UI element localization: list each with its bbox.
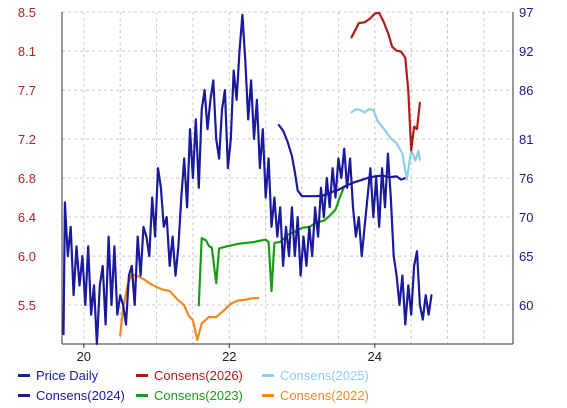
legend-swatch (262, 374, 274, 377)
legend-label: Price Daily (36, 368, 99, 383)
legend-swatch (136, 374, 148, 377)
right-tick-label: 76 (519, 171, 533, 186)
left-tick-label: 6.4 (18, 210, 36, 225)
legend-swatch (262, 394, 274, 397)
legend-item: Consens(2026) (136, 368, 243, 383)
legend-item: Price Daily (18, 368, 98, 383)
x-tick-label: 22 (222, 349, 236, 362)
x-tick-label: 20 (77, 349, 91, 362)
series-line-consens-2026 (350, 11, 421, 152)
legend-label: Consens(2024) (36, 388, 125, 403)
legend-item: Consens(2025) (262, 368, 369, 383)
plot-svg: 8.5 97 8.1 92 7.7 86 7.2 81 6.8 76 6.4 70 6.0 65 5.5 60… (18, 5, 534, 362)
legend-item: Consens(2023) (136, 388, 243, 403)
legend: Price Daily Consens(2026) Consens(2025) Con… (0, 364, 567, 408)
right-tick-label: 86 (519, 83, 533, 98)
right-tick-label: 60 (519, 298, 533, 313)
left-tick-label: 6.0 (18, 249, 36, 264)
legend-label: Consens(2026) (154, 368, 243, 383)
legend-label: Consens(2023) (154, 388, 243, 403)
legend-label: Consens(2025) (280, 368, 369, 383)
legend-label: Consens(2022) (280, 388, 369, 403)
left-tick-label: 7.7 (18, 83, 36, 98)
series-line-consens-2025 (350, 108, 421, 181)
series-line-consens-2023 (197, 185, 346, 307)
legend-item: Consens(2022) (262, 388, 369, 403)
left-tick-label: 5.5 (18, 298, 36, 313)
legend-swatch (136, 394, 148, 397)
right-tick-label: 65 (519, 249, 533, 264)
series-line-price-daily (62, 13, 433, 346)
right-tick-label: 70 (519, 210, 533, 225)
left-tick-label: 8.5 (18, 5, 36, 20)
legend-swatch (18, 374, 30, 377)
x-tick-label: 24 (368, 349, 382, 362)
left-tick-label: 6.8 (18, 171, 36, 186)
legend-swatch (18, 394, 30, 397)
right-tick-label: 81 (519, 132, 533, 147)
plot-area (62, 12, 513, 344)
right-tick-label: 97 (519, 5, 533, 20)
legend-item: Consens(2024) (18, 388, 125, 403)
left-tick-label: 7.2 (18, 132, 36, 147)
left-tick-label: 8.1 (18, 44, 36, 59)
right-tick-label: 92 (519, 44, 533, 59)
